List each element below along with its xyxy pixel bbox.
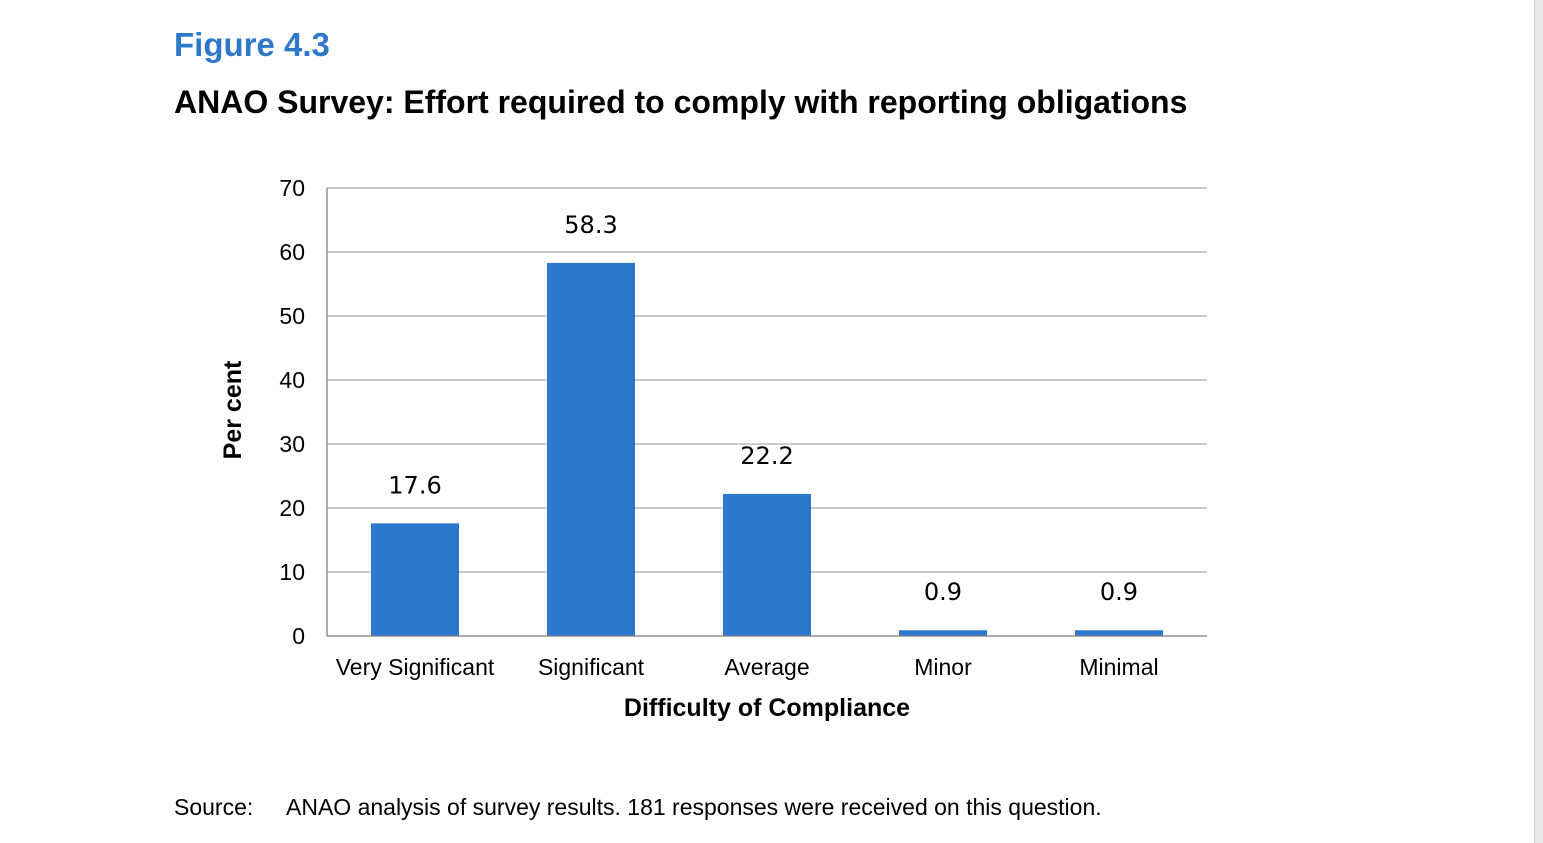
- category-labels: Very Significant Significant Average Minor M…: [336, 654, 1159, 680]
- axes: [326, 188, 1207, 637]
- data-label: 58.3: [564, 211, 617, 239]
- category-label: Average: [724, 654, 809, 680]
- category-label: Minor: [914, 654, 972, 680]
- data-labels: 17.6 58.3 22.2 0.9 0.9: [388, 211, 1138, 606]
- figure-title: ANAO Survey: Effort required to comply w…: [174, 84, 1188, 120]
- y-axis-title: Per cent: [219, 360, 247, 459]
- y-tick-label: 40: [279, 367, 305, 393]
- source-label: Source:: [174, 794, 254, 820]
- x-axis-title: Difficulty of Compliance: [624, 694, 910, 722]
- y-tick-label: 0: [292, 623, 305, 649]
- category-label: Minimal: [1079, 654, 1158, 680]
- gridlines: [327, 187, 1207, 573]
- data-label: 22.2: [740, 442, 793, 470]
- category-label: Very Significant: [336, 654, 495, 680]
- bar: [899, 630, 987, 636]
- category-label: Significant: [538, 654, 645, 680]
- y-tick-labels: 0 10 20 30 40 50 60 70: [279, 175, 305, 649]
- y-tick-label: 10: [279, 559, 305, 585]
- y-tick-label: 70: [279, 175, 305, 201]
- source-note: Source: ANAO analysis of survey results. …: [174, 794, 1102, 821]
- y-tick-label: 20: [279, 495, 305, 521]
- bar: [371, 523, 459, 636]
- source-text: ANAO analysis of survey results. 181 res…: [286, 794, 1102, 820]
- bar: [547, 262, 635, 636]
- figure-label: Figure 4.3: [174, 26, 330, 63]
- bar: [723, 493, 811, 636]
- page-edge: [1534, 0, 1543, 843]
- bars: [371, 262, 1163, 636]
- bar: [1075, 630, 1163, 636]
- data-label: 0.9: [1100, 578, 1138, 606]
- y-tick-label: 50: [279, 303, 305, 329]
- y-tick-label: 60: [279, 239, 305, 265]
- data-label: 0.9: [924, 578, 962, 606]
- data-label: 17.6: [388, 471, 441, 499]
- y-tick-label: 30: [279, 431, 305, 457]
